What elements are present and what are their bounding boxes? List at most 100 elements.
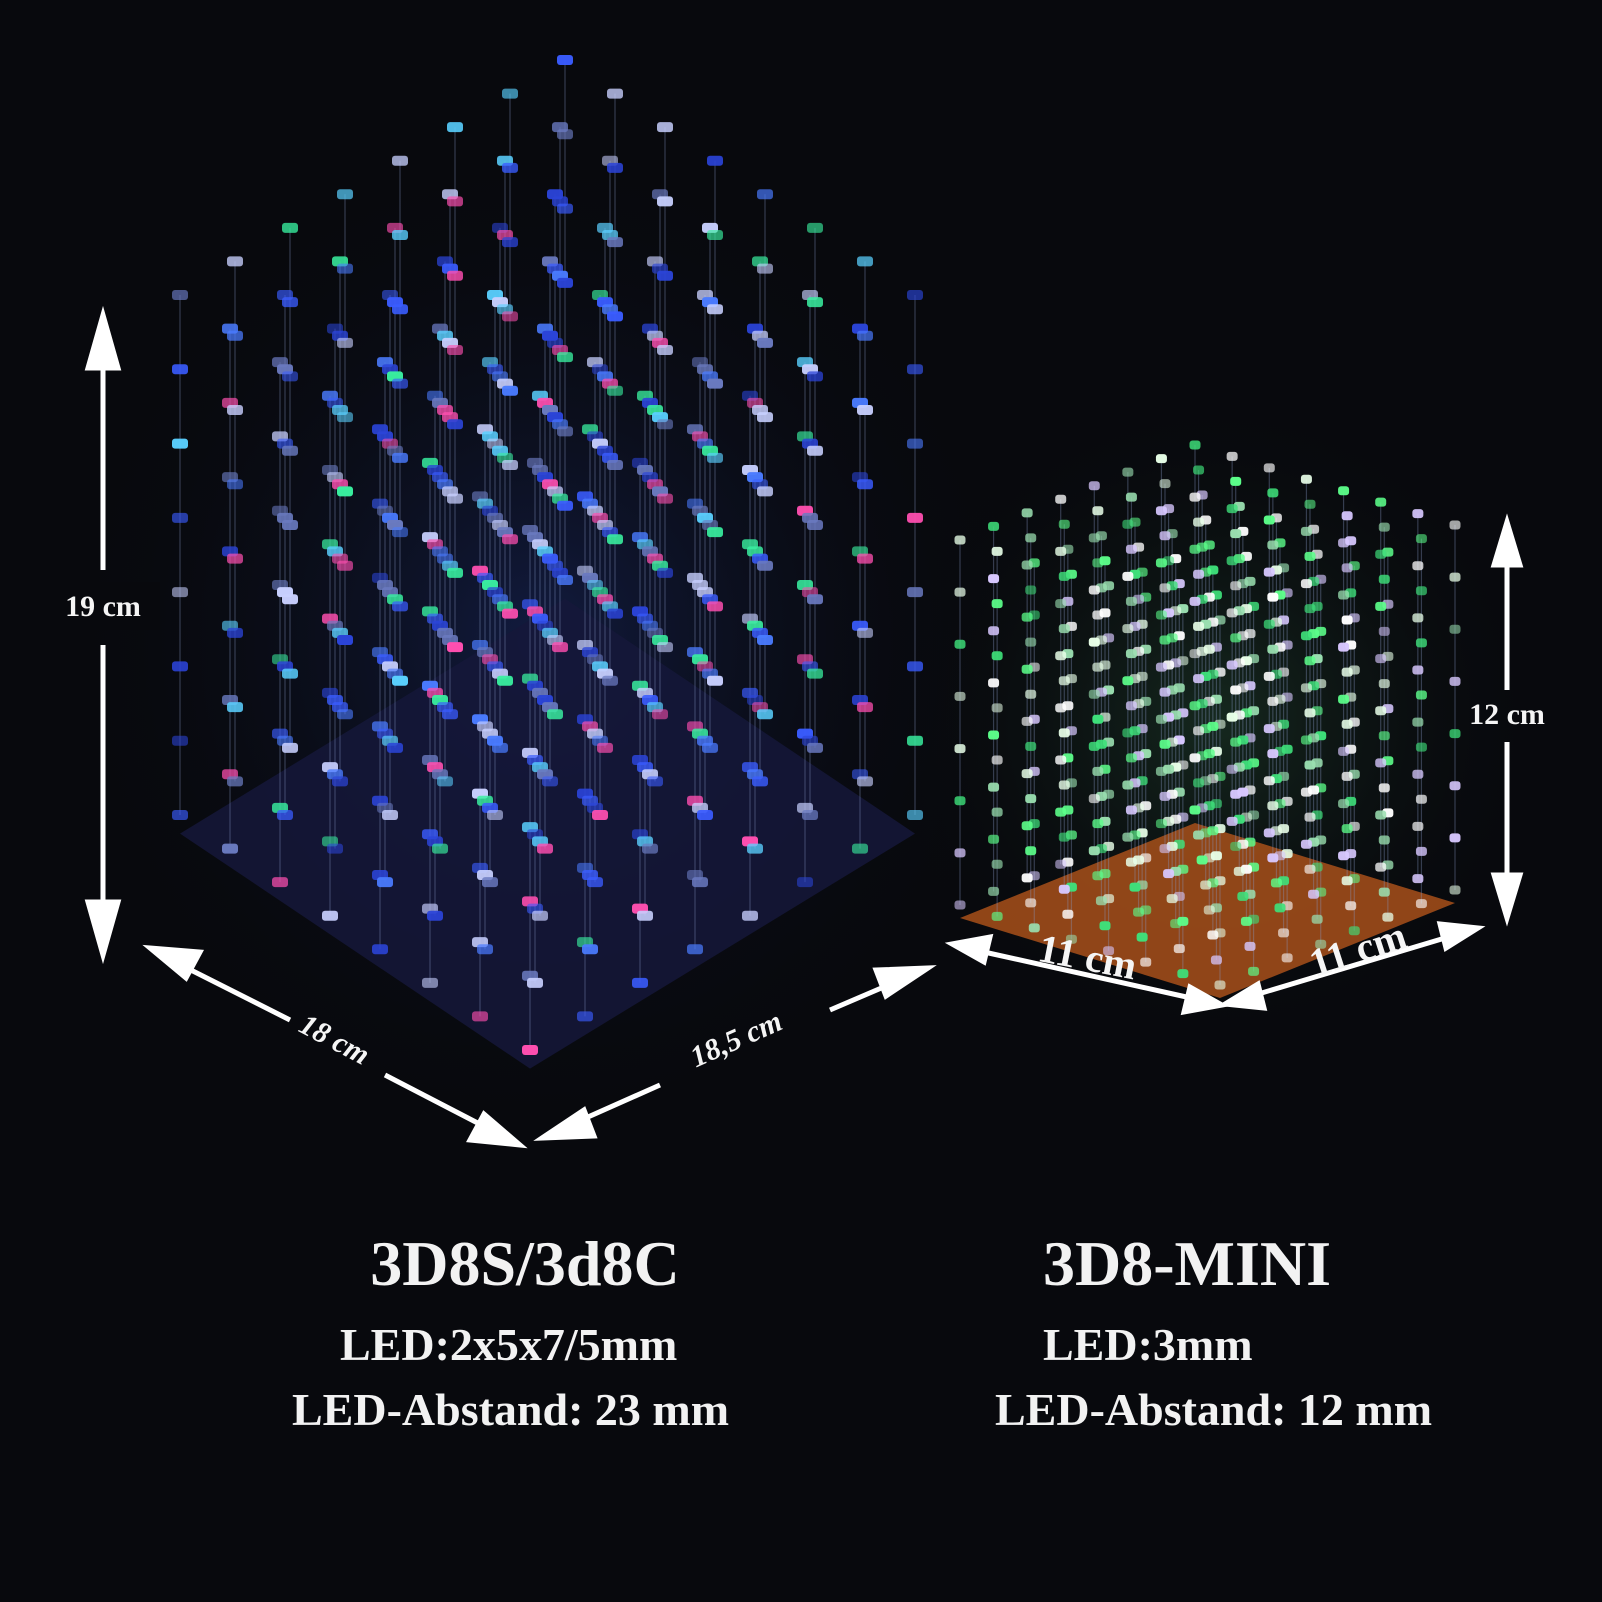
led xyxy=(502,311,518,322)
led xyxy=(447,270,463,281)
led xyxy=(1233,866,1245,876)
led xyxy=(1230,737,1242,747)
led xyxy=(1240,916,1252,926)
led xyxy=(1300,526,1312,536)
led xyxy=(1375,758,1387,768)
led xyxy=(1159,844,1171,854)
led xyxy=(557,203,573,214)
led xyxy=(1207,930,1219,940)
led xyxy=(1170,919,1182,929)
led xyxy=(707,527,723,538)
led xyxy=(227,479,243,490)
led xyxy=(1136,932,1148,942)
led xyxy=(657,270,673,281)
led xyxy=(477,944,493,955)
led xyxy=(1304,708,1316,718)
arrow-head xyxy=(1217,980,1268,1011)
led xyxy=(1449,729,1461,739)
led xyxy=(1055,755,1067,765)
led xyxy=(597,742,613,753)
led xyxy=(1378,783,1390,793)
led xyxy=(657,196,673,207)
arrow-head xyxy=(84,305,122,371)
led xyxy=(702,742,718,753)
led xyxy=(1193,674,1205,684)
led xyxy=(1028,923,1040,933)
led xyxy=(1345,901,1357,911)
led xyxy=(482,877,498,888)
led xyxy=(1159,635,1171,645)
led xyxy=(1021,508,1033,518)
led xyxy=(1021,664,1033,674)
led xyxy=(857,405,873,415)
led xyxy=(1092,766,1104,776)
label-backdrop xyxy=(48,582,160,630)
led xyxy=(592,810,608,820)
led xyxy=(907,587,923,598)
led xyxy=(1058,624,1070,634)
led xyxy=(1125,492,1137,502)
arrow-head xyxy=(872,965,937,1000)
led xyxy=(1210,955,1222,965)
led xyxy=(447,345,463,355)
led xyxy=(282,668,298,679)
arrow-head xyxy=(1180,983,1230,1016)
led xyxy=(1244,941,1256,951)
led xyxy=(1189,805,1201,815)
led xyxy=(1304,760,1316,770)
led xyxy=(807,371,823,382)
led xyxy=(607,460,623,470)
led xyxy=(1338,486,1350,496)
led xyxy=(707,378,723,389)
led xyxy=(337,337,353,348)
led xyxy=(502,460,518,470)
led xyxy=(1125,544,1137,554)
led xyxy=(1230,476,1242,486)
led xyxy=(1230,789,1242,799)
arrow-head xyxy=(84,899,122,965)
led xyxy=(1196,855,1208,865)
led xyxy=(857,702,873,713)
led-spec: LED:2x5x7/5mm xyxy=(340,1319,677,1370)
led xyxy=(1088,689,1100,699)
led xyxy=(1226,451,1238,461)
led xyxy=(337,709,353,720)
led xyxy=(1159,791,1171,801)
led xyxy=(757,560,773,571)
led xyxy=(607,608,623,619)
led xyxy=(1214,980,1226,990)
led xyxy=(988,886,1000,896)
led xyxy=(1263,724,1275,734)
led xyxy=(332,776,348,787)
led xyxy=(1133,907,1145,917)
led xyxy=(1021,769,1033,779)
led xyxy=(1155,819,1167,829)
led xyxy=(282,520,298,530)
arrow xyxy=(1244,932,1456,1001)
led xyxy=(1025,533,1037,543)
led xyxy=(1021,560,1033,570)
led xyxy=(1088,846,1100,856)
led xyxy=(1278,928,1290,938)
led xyxy=(502,385,518,396)
led xyxy=(1378,522,1390,532)
led xyxy=(1055,651,1067,661)
led xyxy=(227,256,243,267)
led xyxy=(282,371,298,382)
led xyxy=(657,493,673,504)
led xyxy=(1315,939,1327,949)
led xyxy=(1155,454,1167,464)
led xyxy=(227,553,243,564)
led xyxy=(1230,529,1242,539)
led xyxy=(557,129,573,140)
led xyxy=(1189,753,1201,763)
height-label: 19 cm xyxy=(65,590,141,623)
led xyxy=(907,364,923,375)
led xyxy=(697,810,713,820)
led xyxy=(1270,878,1282,888)
led xyxy=(807,520,823,530)
led xyxy=(607,88,623,99)
led xyxy=(1159,687,1171,697)
led xyxy=(1155,610,1167,620)
led xyxy=(707,155,723,166)
